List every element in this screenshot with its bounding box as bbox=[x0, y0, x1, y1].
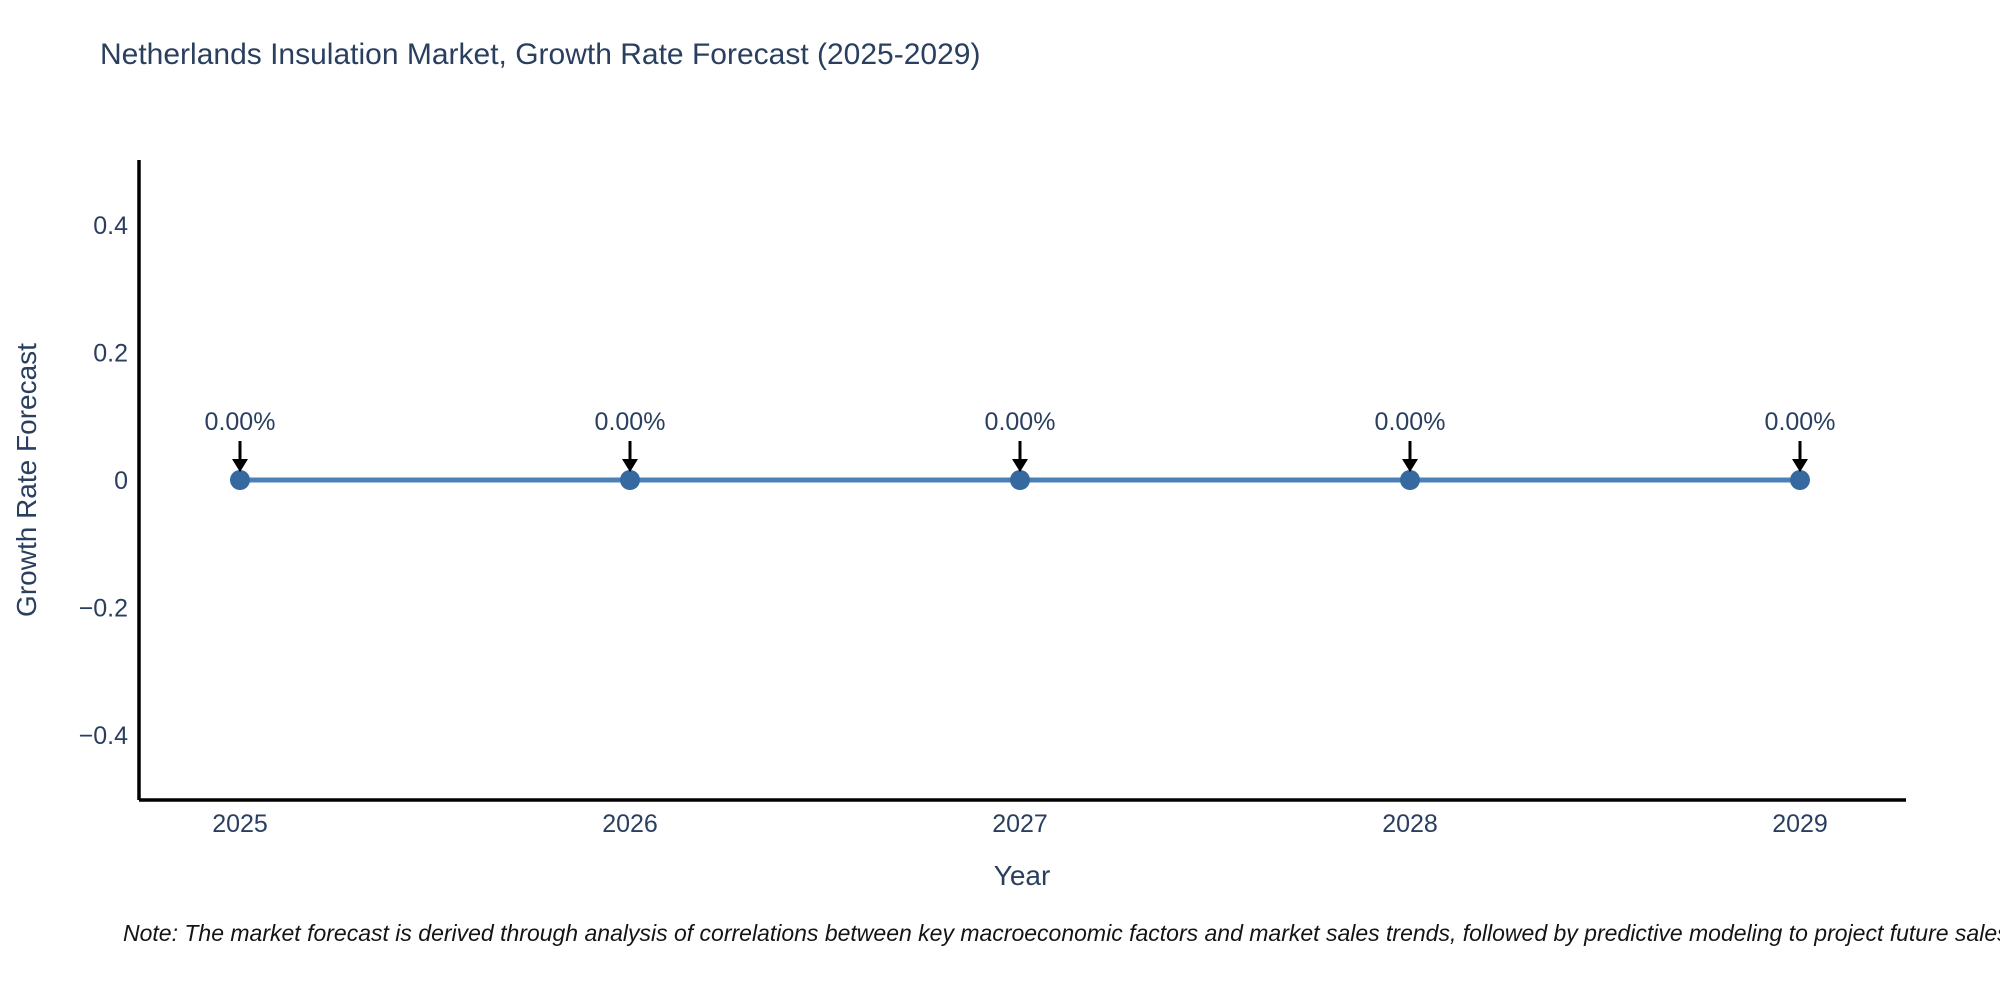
annotation-arrow-head-icon bbox=[622, 459, 638, 472]
footnote: Note: The market forecast is derived thr… bbox=[123, 920, 2000, 946]
y-tick-label: −0.2 bbox=[79, 595, 128, 623]
y-tick-label: 0.2 bbox=[93, 340, 128, 368]
x-tick-label: 2028 bbox=[1382, 810, 1438, 838]
annotation-arrow-head-icon bbox=[1792, 459, 1808, 472]
x-tick-label: 2029 bbox=[1772, 810, 1828, 838]
data-point-marker[interactable] bbox=[1010, 470, 1030, 490]
point-annotation-label: 0.00% bbox=[205, 408, 276, 436]
y-axis-title: Growth Rate Forecast bbox=[11, 343, 42, 617]
point-annotation-label: 0.00% bbox=[985, 408, 1056, 436]
chart-title: Netherlands Insulation Market, Growth Ra… bbox=[100, 38, 981, 71]
y-tick-label: 0 bbox=[114, 467, 128, 495]
y-tick-label: 0.4 bbox=[93, 212, 128, 240]
data-point-marker[interactable] bbox=[1400, 470, 1420, 490]
point-annotation-label: 0.00% bbox=[1375, 408, 1446, 436]
point-annotation-label: 0.00% bbox=[1765, 408, 1836, 436]
x-tick-label: 2027 bbox=[992, 810, 1048, 838]
data-point-marker[interactable] bbox=[620, 470, 640, 490]
point-annotation-label: 0.00% bbox=[595, 408, 666, 436]
annotation-arrow-head-icon bbox=[232, 459, 248, 472]
annotation-arrow-head-icon bbox=[1012, 459, 1028, 472]
data-point-marker[interactable] bbox=[1790, 470, 1810, 490]
x-axis-title: Year bbox=[993, 860, 1051, 891]
annotation-arrow-head-icon bbox=[1402, 459, 1418, 472]
y-tick-label: −0.4 bbox=[79, 722, 128, 750]
data-point-marker[interactable] bbox=[230, 470, 250, 490]
x-tick-label: 2026 bbox=[602, 810, 658, 838]
x-tick-label: 2025 bbox=[212, 810, 268, 838]
